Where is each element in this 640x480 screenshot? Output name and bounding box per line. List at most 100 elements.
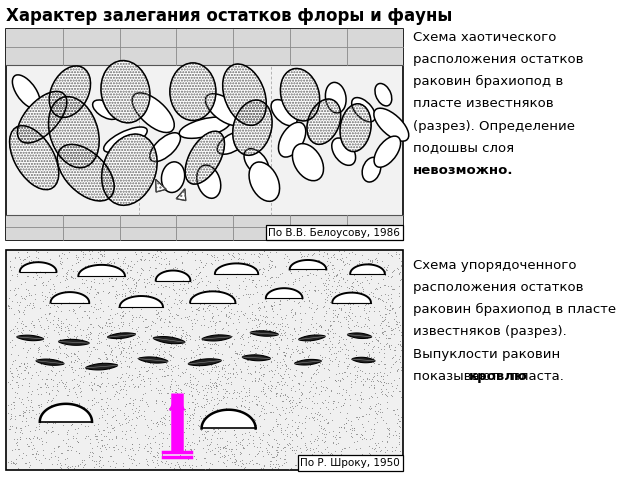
Point <box>362 312 372 320</box>
Polygon shape <box>332 293 371 302</box>
Point <box>97 442 107 450</box>
Point <box>145 440 156 447</box>
Point <box>329 349 339 357</box>
Point <box>77 271 87 279</box>
Point <box>196 288 206 296</box>
Point <box>84 333 94 341</box>
Point <box>4 380 15 388</box>
Point <box>3 409 13 417</box>
Point <box>390 308 401 316</box>
Point <box>295 358 305 365</box>
Point <box>125 426 135 434</box>
Ellipse shape <box>374 136 401 167</box>
Point <box>157 382 168 389</box>
Point <box>108 413 118 421</box>
Point <box>355 294 365 301</box>
Point <box>285 352 295 360</box>
Point <box>12 366 22 374</box>
Point <box>215 288 225 296</box>
Point <box>20 322 31 330</box>
Polygon shape <box>243 355 271 361</box>
Point <box>361 339 371 347</box>
Point <box>11 455 21 463</box>
Point <box>367 263 378 271</box>
Point <box>253 253 264 261</box>
Point <box>209 416 220 424</box>
Point <box>317 333 328 341</box>
Point <box>111 459 121 467</box>
Point <box>104 365 114 372</box>
Point <box>311 325 321 333</box>
Point <box>112 360 122 368</box>
Point <box>265 341 275 348</box>
Point <box>210 325 220 333</box>
Point <box>356 288 366 296</box>
Point <box>312 365 323 372</box>
Point <box>65 321 76 329</box>
Point <box>330 288 340 296</box>
Point <box>298 419 308 426</box>
Point <box>104 288 114 296</box>
Point <box>221 320 231 327</box>
Point <box>90 430 100 438</box>
Point <box>92 386 102 394</box>
Point <box>151 358 161 365</box>
Point <box>101 318 111 325</box>
Point <box>201 272 211 279</box>
Point <box>218 252 228 259</box>
Point <box>284 295 294 302</box>
Point <box>126 353 136 361</box>
Point <box>155 340 165 348</box>
Point <box>346 314 356 322</box>
Point <box>276 329 286 336</box>
Point <box>78 250 88 257</box>
Point <box>84 352 94 360</box>
Point <box>220 361 230 369</box>
Point <box>99 442 109 449</box>
Point <box>248 410 259 418</box>
Point <box>316 377 326 384</box>
Point <box>106 421 116 429</box>
Point <box>283 364 293 372</box>
Point <box>272 349 282 357</box>
Point <box>128 329 138 337</box>
Point <box>336 323 346 330</box>
Point <box>109 393 119 400</box>
Point <box>262 266 273 274</box>
Point <box>239 267 250 275</box>
Point <box>392 319 402 326</box>
Point <box>380 316 390 324</box>
Point <box>120 253 130 261</box>
Point <box>126 294 136 302</box>
Point <box>292 287 303 294</box>
Point <box>220 373 230 381</box>
Point <box>134 380 145 388</box>
Point <box>77 364 88 372</box>
Point <box>376 372 387 380</box>
Point <box>264 348 274 355</box>
Point <box>286 386 296 394</box>
Point <box>107 351 117 359</box>
Point <box>204 441 214 449</box>
Point <box>95 403 106 410</box>
Point <box>99 416 109 423</box>
Point <box>45 276 55 283</box>
Text: (разрез). Определение: (разрез). Определение <box>413 120 575 132</box>
Point <box>312 410 322 418</box>
Point <box>117 290 127 298</box>
Point <box>347 426 357 434</box>
Point <box>112 405 122 412</box>
Point <box>94 415 104 422</box>
Point <box>207 309 218 316</box>
Point <box>335 343 346 350</box>
Point <box>208 302 218 310</box>
Point <box>173 436 184 444</box>
Point <box>103 379 113 387</box>
Point <box>167 413 177 421</box>
Point <box>361 333 371 340</box>
Point <box>131 325 141 333</box>
Point <box>20 408 31 415</box>
Point <box>384 458 394 466</box>
Point <box>282 395 292 403</box>
Point <box>127 440 137 448</box>
